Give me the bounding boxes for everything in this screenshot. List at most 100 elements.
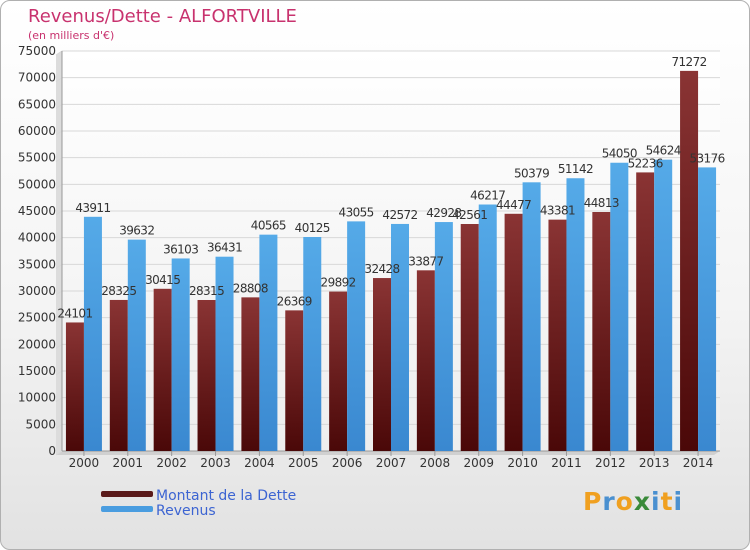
data-label-dette: 71272 [671, 55, 706, 69]
bar-revenus [215, 256, 234, 451]
logo-letter: P [583, 487, 603, 516]
logo-letter: r [602, 487, 616, 516]
chart-title: Revenus/Dette - ALFORTVILLE [28, 6, 297, 27]
bar-revenus [83, 216, 102, 451]
gridline-wall [55, 103, 63, 109]
y-tick-label: 75000 [18, 44, 56, 58]
x-tick-label: 2009 [463, 456, 494, 470]
y-tick-label: 25000 [18, 311, 56, 325]
data-label-revenus: 40565 [251, 219, 286, 233]
data-label-revenus: 42572 [382, 208, 417, 222]
bar-revenus [654, 159, 673, 451]
bar-dette [416, 270, 435, 451]
logo-letter: x [633, 487, 651, 516]
bar-revenus [127, 239, 146, 451]
x-tick-label: 2010 [507, 456, 538, 470]
gridline-wall [55, 210, 63, 216]
y-tick-label: 20000 [18, 337, 56, 351]
bar-revenus [259, 234, 278, 451]
gridline-wall [55, 50, 63, 56]
gridline-wall [55, 397, 63, 403]
plot-left-wall [56, 51, 62, 455]
data-label-dette: 32428 [364, 262, 399, 276]
y-tick-label: 55000 [18, 151, 56, 165]
bar-dette [65, 322, 84, 451]
bar-revenus [391, 223, 409, 451]
x-tick-label: 2004 [244, 456, 275, 470]
x-tick-label: 2014 [683, 456, 714, 470]
bar-dette [460, 224, 479, 451]
gridline-wall [55, 317, 63, 323]
legend-label-revenus: Revenus [156, 503, 216, 519]
data-label-revenus: 50379 [514, 166, 549, 180]
x-tick-label: 2006 [332, 456, 363, 470]
data-label-dette: 26369 [277, 294, 312, 308]
bar-dette [592, 211, 611, 451]
x-tick-label: 2005 [288, 456, 319, 470]
data-label-dette: 24101 [57, 306, 92, 320]
data-label-revenus: 54624 [646, 144, 681, 158]
data-label-dette: 42561 [452, 208, 487, 222]
data-label-dette: 33877 [408, 254, 443, 268]
gridline-wall [55, 237, 63, 243]
proxiti-logo: Proxiti [583, 487, 683, 516]
chart-subtitle: (en milliers d'€) [28, 29, 115, 42]
bar-dette [548, 219, 567, 451]
data-label-revenus: 46217 [470, 189, 505, 203]
y-tick-label: 5000 [25, 417, 56, 431]
x-tick-label: 2000 [69, 456, 100, 470]
plot-floor [56, 451, 720, 455]
y-tick-label: 70000 [18, 71, 56, 85]
legend-swatch-dette [101, 491, 153, 497]
legend-swatch-revenus [101, 506, 153, 512]
bar-revenus [522, 182, 541, 451]
y-tick-label: 45000 [18, 204, 56, 218]
data-label-dette: 28325 [101, 284, 136, 298]
logo-letter: t [660, 487, 674, 516]
bar-revenus [610, 162, 629, 451]
legend-label-dette: Montant de la Dette [156, 488, 297, 504]
bar-revenus [478, 204, 497, 451]
y-tick-label: 35000 [18, 257, 56, 271]
y-tick-label: 50000 [18, 177, 56, 191]
bar-dette [153, 288, 172, 451]
x-tick-label: 2011 [551, 456, 582, 470]
bar-dette [504, 213, 523, 451]
data-label-dette: 43381 [540, 204, 575, 218]
gridline-wall [55, 157, 63, 163]
gridline-wall [55, 183, 63, 189]
y-tick-label: 40000 [18, 231, 56, 245]
y-tick-label: 30000 [18, 284, 56, 298]
data-label-revenus: 42928 [426, 206, 461, 220]
y-tick-label: 0 [48, 444, 56, 458]
gridline-wall [55, 423, 63, 429]
x-tick-label: 2008 [420, 456, 451, 470]
gridline-wall [55, 77, 63, 83]
data-label-dette: 52236 [628, 156, 663, 170]
data-label-dette: 44477 [496, 198, 531, 212]
data-label-dette: 29892 [321, 276, 356, 290]
gridline-wall [55, 343, 63, 349]
y-tick-label: 60000 [18, 124, 56, 138]
x-tick-label: 2013 [639, 456, 670, 470]
bar-dette [329, 291, 348, 451]
data-label-revenus: 40125 [295, 221, 330, 235]
gridline-wall [55, 290, 63, 296]
data-label-revenus: 54050 [602, 147, 637, 161]
data-label-revenus: 39632 [119, 224, 154, 238]
bar-dette [636, 172, 655, 451]
data-label-dette: 30415 [145, 273, 180, 287]
x-tick-label: 2007 [376, 456, 407, 470]
bar-dette [285, 310, 304, 451]
bar-dette [241, 297, 260, 451]
bar-dette [197, 299, 216, 451]
logo-letter: o [615, 487, 634, 516]
bar-revenus [434, 222, 453, 451]
data-label-revenus: 43911 [75, 201, 110, 215]
data-label-dette: 44813 [584, 196, 619, 210]
bar-revenus [303, 237, 322, 451]
y-tick-label: 15000 [18, 364, 56, 378]
data-label-revenus: 43055 [339, 205, 374, 219]
